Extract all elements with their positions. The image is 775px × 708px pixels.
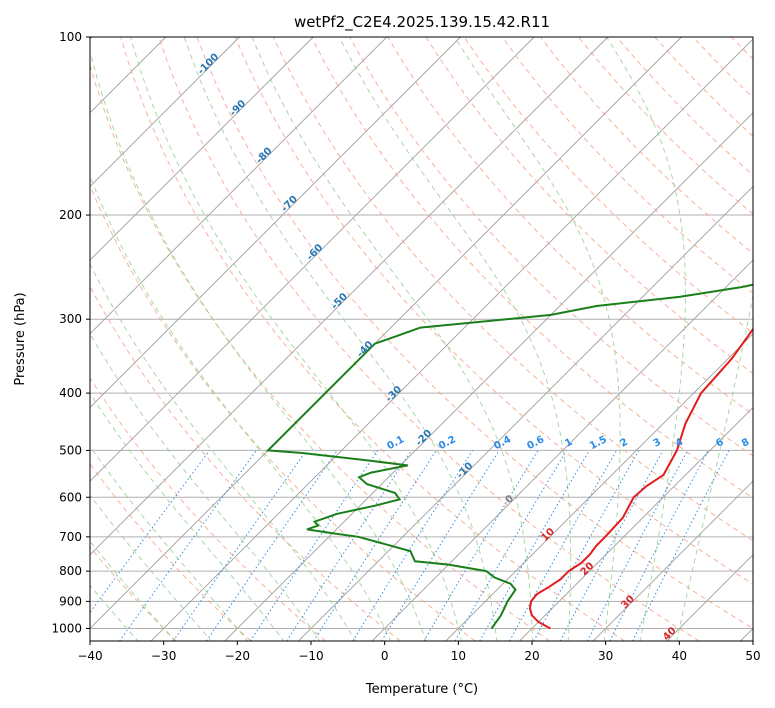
y-tick-label: 100 bbox=[59, 30, 82, 44]
y-tick-label: 300 bbox=[59, 312, 82, 326]
dry-adiabat-line bbox=[501, 37, 753, 294]
x-tick-label: −10 bbox=[298, 649, 323, 663]
dry-adiabat-line bbox=[196, 37, 753, 630]
dry-adiabat-line bbox=[90, 285, 401, 641]
mixing-ratio-line bbox=[119, 450, 257, 641]
mixing-ratio-line bbox=[286, 450, 413, 641]
isotherm-line bbox=[224, 112, 753, 641]
plot-frame bbox=[89, 36, 754, 642]
dry-adiabat-line bbox=[272, 37, 753, 542]
moist-adiabat-line bbox=[130, 37, 462, 641]
isotherm-line bbox=[90, 37, 609, 556]
x-tick-label: −30 bbox=[151, 649, 176, 663]
chart-title: wetPf2_C2E4.2025.139.15.42.R11 bbox=[294, 13, 550, 32]
axes: −40 −30 −20 −10 0 10 20 30 40 50 100 200 300 400 500 60… bbox=[51, 30, 760, 663]
moist-adiabat-line bbox=[454, 37, 621, 641]
moist-adiabat-line bbox=[90, 540, 176, 641]
y-tick-label: 600 bbox=[59, 490, 82, 504]
dry-adiabat-line bbox=[158, 37, 700, 641]
x-tick-label: 40 bbox=[672, 649, 687, 663]
mixing-ratio-label: 1 bbox=[563, 437, 574, 450]
mixing-ratio-line bbox=[205, 450, 338, 641]
isotherm-line bbox=[90, 37, 240, 188]
moist-adiabat-line bbox=[90, 584, 139, 641]
dry-adiabat-line bbox=[90, 463, 252, 641]
isotherm-line bbox=[90, 37, 314, 261]
moist-adiabat-line bbox=[251, 37, 533, 641]
x-tick-label: −20 bbox=[225, 649, 250, 663]
x-axis-label: Temperature (°C) bbox=[365, 682, 478, 697]
dry-adiabat-line bbox=[234, 37, 753, 585]
dry-adiabat-line bbox=[387, 37, 753, 416]
y-tick-label: 500 bbox=[59, 443, 82, 457]
moist-adiabat-line bbox=[90, 494, 212, 641]
mixing-ratio-label: 6 bbox=[714, 437, 725, 450]
isotherm-line bbox=[90, 37, 461, 409]
moist-adiabat-line bbox=[90, 49, 427, 641]
mixing-ratio-line bbox=[313, 450, 437, 641]
plot-area: -100-90-80-70-60-50-40-30-20-10010203040… bbox=[90, 37, 753, 641]
isotherm-line bbox=[150, 38, 753, 641]
moist-adiabat-line bbox=[90, 262, 356, 641]
x-tick-label: 10 bbox=[451, 649, 466, 663]
dry-adiabat-line bbox=[90, 546, 177, 641]
x-tick-label: 50 bbox=[745, 649, 760, 663]
y-tick-label: 400 bbox=[59, 386, 82, 400]
mixing-ratio-line bbox=[533, 450, 640, 641]
y-tick-label: 800 bbox=[59, 564, 82, 578]
mixing-ratio-line bbox=[381, 450, 500, 641]
y-tick-label: 200 bbox=[59, 208, 82, 222]
x-tick-label: 0 bbox=[381, 649, 389, 663]
mixing-ratio-label: 8 bbox=[740, 437, 751, 450]
isotherm-line bbox=[90, 37, 388, 335]
moist-adiabat-line bbox=[90, 445, 249, 641]
isotherm-line bbox=[445, 333, 753, 641]
dewpoint-profile bbox=[265, 283, 753, 630]
mixing-ratio-line bbox=[509, 450, 618, 641]
dry-adiabat-line bbox=[90, 63, 551, 641]
mixing-ratio-line bbox=[559, 450, 664, 641]
y-tick-label: 700 bbox=[59, 530, 82, 544]
dry-adiabat-line bbox=[90, 376, 327, 641]
dry-adiabat-line bbox=[90, 184, 476, 641]
isotherm-line bbox=[90, 37, 535, 482]
isotherm-line bbox=[371, 259, 753, 641]
mixing-ratio-label: 4 bbox=[674, 437, 685, 450]
moist-adiabat-line bbox=[90, 392, 285, 641]
isotherm-line bbox=[592, 480, 753, 641]
x-tick-label: −40 bbox=[77, 649, 102, 663]
moist-adiabat-line bbox=[606, 37, 686, 641]
x-tick-label: 20 bbox=[524, 649, 539, 663]
mixing-ratio-line bbox=[172, 450, 307, 641]
moist-adiabat-line bbox=[90, 175, 392, 641]
y-axis-label: Pressure (hPa) bbox=[13, 292, 28, 385]
temperature-profile bbox=[528, 327, 753, 630]
y-tick-label: 900 bbox=[59, 594, 82, 608]
isotherm-line bbox=[90, 37, 682, 630]
mixing-ratio-label: 2 bbox=[619, 437, 630, 450]
isotherm-line bbox=[519, 406, 753, 641]
mixing-ratio-line bbox=[249, 450, 379, 641]
x-tick-label: 30 bbox=[598, 649, 613, 663]
mixing-ratio-label: 3 bbox=[652, 437, 663, 450]
y-tick-label: 1000 bbox=[51, 621, 82, 635]
mixing-ratio-line bbox=[632, 450, 730, 641]
mixing-ratio-line bbox=[90, 450, 211, 614]
dry-adiabat-line bbox=[120, 37, 625, 641]
